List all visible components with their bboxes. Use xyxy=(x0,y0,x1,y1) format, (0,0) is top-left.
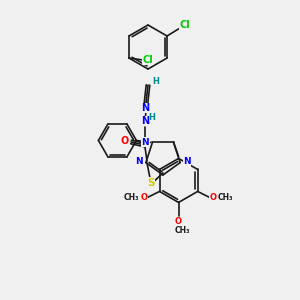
Text: O: O xyxy=(141,193,148,202)
Text: S: S xyxy=(147,178,155,188)
Text: Cl: Cl xyxy=(180,20,190,30)
Text: CH₃: CH₃ xyxy=(175,226,190,235)
Text: N: N xyxy=(141,116,149,126)
Text: CH₃: CH₃ xyxy=(124,193,139,202)
Text: N: N xyxy=(183,157,191,166)
Text: N: N xyxy=(135,157,143,166)
Text: O: O xyxy=(175,217,182,226)
Text: N: N xyxy=(141,103,149,113)
Text: H: H xyxy=(153,77,159,86)
Text: O: O xyxy=(209,193,216,202)
Text: Cl: Cl xyxy=(142,55,153,65)
Text: H: H xyxy=(148,112,155,122)
Text: N: N xyxy=(142,138,149,147)
Text: O: O xyxy=(121,136,129,146)
Text: CH₃: CH₃ xyxy=(218,193,233,202)
